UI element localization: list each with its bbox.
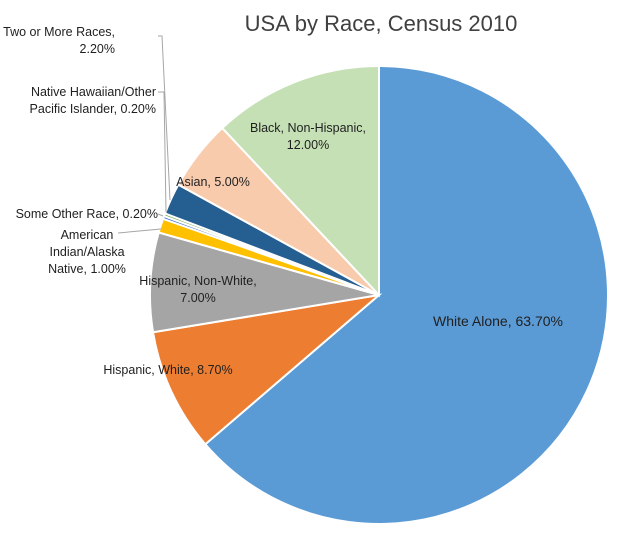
slice-label: White Alone, 63.70% bbox=[433, 313, 563, 329]
leader-line bbox=[157, 213, 164, 217]
pie-slice bbox=[151, 293, 383, 446]
slice-label: Native Hawaiian/Other Pacific Islander, 0… bbox=[30, 85, 156, 116]
slice-labels: White Alone, 63.70% Hispanic, White, 8.70… bbox=[3, 25, 563, 377]
leader-line bbox=[117, 228, 162, 234]
slice-label: Asian, 5.00% bbox=[176, 175, 250, 189]
slice-label: Hispanic, Non-White, 7.00% bbox=[139, 274, 256, 305]
slice-label: Two or More Races, 2.20% bbox=[3, 25, 115, 56]
pie-slice bbox=[203, 64, 609, 525]
leader-lines bbox=[117, 35, 171, 234]
slice-label: Hispanic, White, 8.70% bbox=[103, 363, 232, 377]
slice-label: American Indian/Alaska Native, 1.00% bbox=[48, 228, 126, 276]
leader-line bbox=[158, 91, 167, 213]
pie-slices bbox=[149, 64, 609, 525]
slice-label: Black, Non-Hispanic, 12.00% bbox=[250, 121, 366, 152]
leader-line bbox=[158, 35, 171, 201]
chart-title: USA by Race, Census 2010 bbox=[245, 11, 518, 36]
pie-slice bbox=[220, 64, 380, 298]
slice-label: Some Other Race, 0.20% bbox=[16, 207, 158, 221]
